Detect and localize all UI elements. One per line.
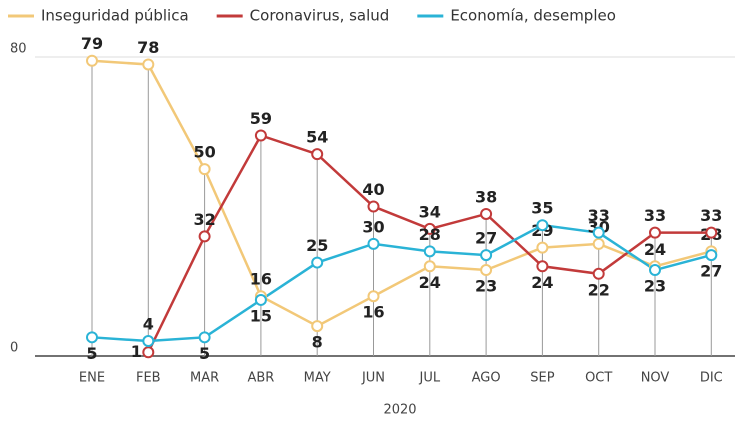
data-label: 79 (81, 34, 103, 53)
point (367, 200, 380, 213)
data-label: 22 (588, 280, 610, 299)
point (311, 256, 324, 269)
data-label: 15 (250, 306, 272, 325)
legend-label: Inseguridad pública (41, 7, 189, 25)
data-label: 24 (531, 273, 553, 292)
point (649, 264, 661, 277)
x-tick-label: MAR (190, 371, 219, 386)
data-label: 8 (312, 333, 323, 352)
point (423, 260, 436, 273)
x-tick-label: NOV (641, 371, 670, 386)
point (423, 222, 436, 235)
data-label: 24 (419, 273, 441, 292)
y-tick-label: 80 (10, 42, 27, 57)
data-label: 38 (475, 187, 497, 206)
point (311, 320, 324, 333)
x-axis-label: 2020 (383, 403, 416, 418)
point (536, 260, 549, 273)
data-label: 33 (588, 206, 610, 225)
point (536, 219, 549, 232)
data-label: 35 (531, 199, 553, 218)
point (86, 54, 98, 67)
x-tick-label: SEP (530, 371, 554, 386)
data-label: 33 (700, 206, 722, 225)
legend-label: Economía, desempleo (450, 7, 616, 25)
point (198, 230, 211, 243)
point (367, 237, 380, 250)
point (480, 207, 493, 220)
x-tick-label: MAY (304, 371, 331, 386)
point (705, 226, 718, 239)
data-label: 28 (419, 225, 441, 244)
point (142, 58, 155, 71)
data-label: 78 (137, 38, 159, 57)
point (311, 148, 324, 161)
x-tick-label: FEB (136, 371, 161, 386)
point (592, 237, 605, 250)
x-tick-label: AGO (472, 371, 501, 386)
legend-label: Coronavirus, salud (250, 7, 390, 25)
data-label: 5 (199, 344, 210, 363)
data-label: 27 (475, 229, 497, 248)
point (254, 129, 267, 142)
data-label: 23 (475, 277, 497, 296)
data-label: 33 (644, 206, 666, 225)
series-line (91, 59, 712, 328)
point (198, 331, 211, 344)
point (536, 241, 549, 254)
point (592, 267, 605, 280)
data-label: 16 (250, 270, 272, 289)
data-label: 40 (362, 180, 384, 199)
x-tick-label: ENE (79, 371, 105, 386)
data-label: 4 (143, 315, 154, 334)
data-label: 32 (193, 210, 215, 229)
point (423, 245, 436, 258)
point (254, 293, 267, 306)
point (480, 249, 493, 262)
data-label: 25 (306, 236, 328, 255)
x-tick-label: JUN (361, 371, 385, 386)
data-label: 24 (644, 240, 666, 259)
series-line (91, 223, 712, 343)
data-label: 34 (419, 202, 441, 221)
data-label: 16 (362, 303, 384, 322)
point (705, 249, 718, 262)
point (480, 264, 493, 277)
point (649, 226, 661, 239)
data-label: 54 (306, 128, 328, 147)
point (142, 335, 155, 348)
x-tick-label: JUL (419, 371, 441, 386)
data-label: 27 (700, 262, 722, 281)
point (86, 331, 98, 344)
data-label: 30 (362, 217, 384, 236)
x-tick-label: DIC (700, 371, 723, 386)
x-tick-label: OCT (585, 371, 612, 386)
data-label: 1 (131, 342, 142, 361)
data-label: 23 (644, 277, 666, 296)
x-tick-label: ABR (247, 371, 274, 386)
data-label: 50 (193, 143, 215, 162)
point (198, 163, 211, 176)
point (592, 226, 605, 239)
data-label: 59 (250, 109, 272, 128)
point (367, 290, 380, 303)
data-label: 5 (86, 344, 97, 363)
point (142, 346, 155, 359)
y-tick-label: 0 (10, 341, 18, 356)
